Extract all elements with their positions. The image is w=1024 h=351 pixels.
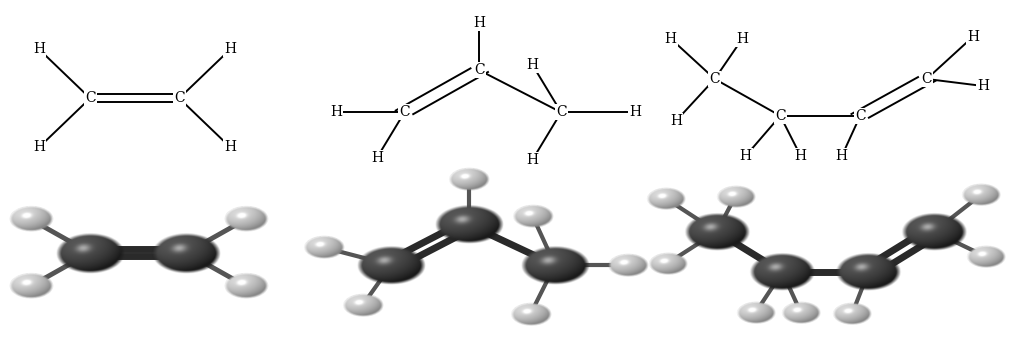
Text: H: H bbox=[977, 79, 989, 93]
Text: C: C bbox=[399, 105, 410, 119]
Text: C: C bbox=[922, 72, 932, 86]
Text: H: H bbox=[670, 114, 682, 128]
Text: C: C bbox=[556, 105, 566, 119]
Text: C: C bbox=[775, 109, 785, 123]
Text: H: H bbox=[33, 42, 45, 56]
Text: H: H bbox=[526, 58, 539, 72]
Text: H: H bbox=[224, 140, 237, 154]
Text: H: H bbox=[739, 149, 752, 163]
Text: H: H bbox=[526, 153, 539, 167]
Text: H: H bbox=[967, 30, 979, 44]
Text: C: C bbox=[474, 63, 484, 77]
Text: H: H bbox=[473, 16, 485, 30]
Text: H: H bbox=[736, 32, 749, 46]
Text: H: H bbox=[371, 151, 383, 165]
Text: H: H bbox=[795, 149, 807, 163]
Text: H: H bbox=[33, 140, 45, 154]
Text: C: C bbox=[710, 72, 720, 86]
Text: C: C bbox=[855, 109, 865, 123]
Text: H: H bbox=[629, 105, 641, 119]
Text: H: H bbox=[224, 42, 237, 56]
Text: C: C bbox=[174, 91, 184, 105]
Text: H: H bbox=[330, 105, 342, 119]
Text: C: C bbox=[85, 91, 95, 105]
Text: H: H bbox=[665, 32, 677, 46]
Text: H: H bbox=[836, 149, 848, 163]
